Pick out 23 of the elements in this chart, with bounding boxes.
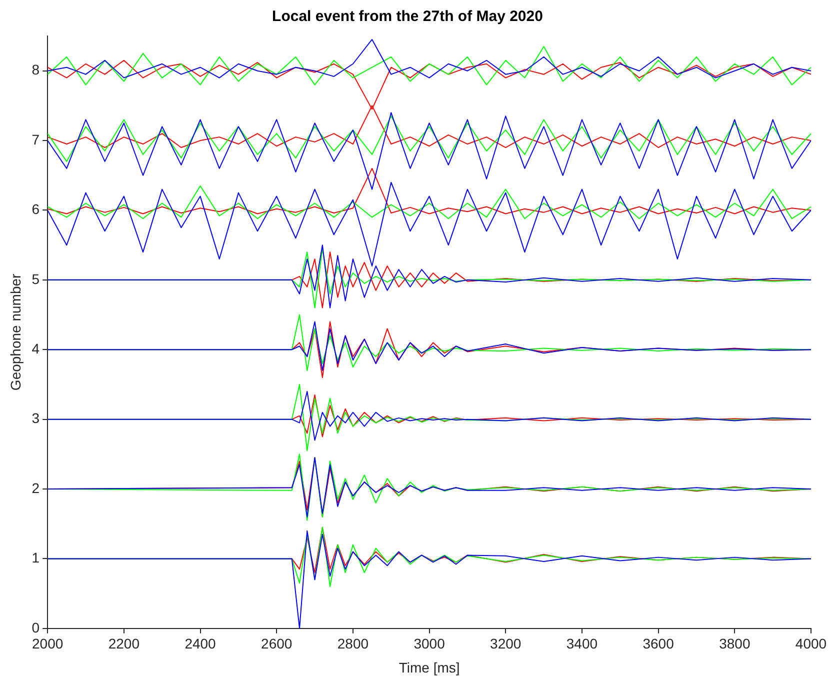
chart-title: Local event from the 27th of May 2020 [272, 8, 543, 26]
x-tick-label: 3000 [414, 636, 446, 652]
y-tick-label: 3 [32, 410, 40, 426]
y-tick-label: 5 [32, 270, 40, 287]
x-tick-label: 3400 [566, 636, 598, 652]
x-tick-label: 2400 [184, 636, 216, 652]
y-tick-label: 4 [32, 340, 40, 356]
y-tick-label: 8 [32, 62, 40, 78]
y-axis-title: Geophone number [7, 273, 24, 391]
x-tick-label: 4000 [795, 636, 827, 652]
x-tick-label: 2800 [337, 636, 369, 652]
y-tick-label: 1 [32, 550, 40, 566]
y-tick-label: 6 [32, 201, 40, 218]
x-axis-title: Time [ms] [398, 659, 460, 676]
y-tick-label: 7 [32, 131, 40, 148]
y-tick-label: 0 [32, 619, 40, 636]
x-tick-label: 3600 [642, 636, 674, 652]
x-tick-label: 3800 [719, 636, 750, 652]
x-tick-label: 2200 [108, 636, 140, 652]
x-tick-label: 2600 [261, 636, 292, 652]
y-tick-label: 2 [32, 480, 40, 496]
x-tick-label: 3200 [490, 636, 522, 652]
x-tick-label: 2000 [32, 636, 64, 652]
